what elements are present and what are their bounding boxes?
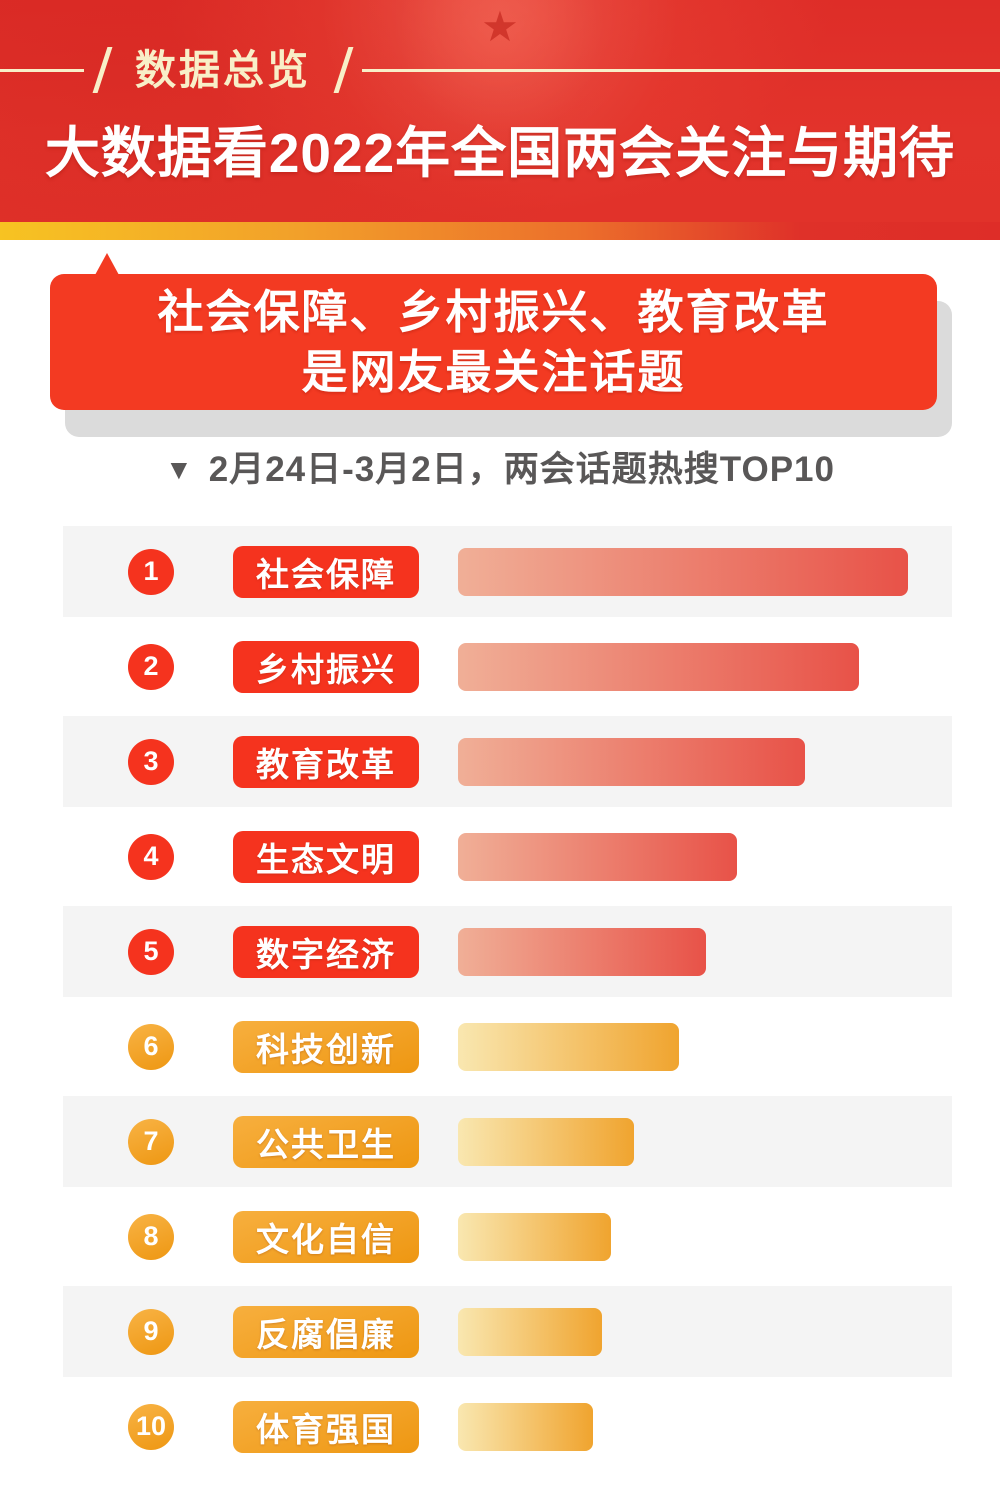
rank-badge: 9 <box>128 1308 174 1355</box>
list-item: 8 文化自信 <box>63 1191 952 1282</box>
rank-badge: 6 <box>128 1023 174 1070</box>
heat-bar <box>458 737 805 786</box>
list-item: 2 乡村振兴 <box>63 621 952 712</box>
highlight-card-line1: 社会保障、乡村振兴、教育改革 <box>157 286 830 338</box>
rank-badge: 5 <box>128 928 174 975</box>
heat-bar <box>458 1402 593 1451</box>
slash-mark-right-icon <box>333 47 354 93</box>
list-item: 3 教育改革 <box>63 716 952 807</box>
rank-badge: 10 <box>128 1403 174 1450</box>
star-icon: ★ <box>481 3 519 50</box>
heat-bar <box>458 547 908 596</box>
topic-label: 数字经济 <box>233 925 419 978</box>
section-label: 数据总览 <box>135 46 311 93</box>
list-item: 4 生态文明 <box>63 811 952 902</box>
list-item: 9 反腐倡廉 <box>63 1286 952 1377</box>
divider-line-left <box>0 68 84 72</box>
rank-badge: 2 <box>128 643 174 690</box>
heat-bar <box>458 642 859 691</box>
triangle-marker-icon: ▼ <box>165 454 193 485</box>
header-banner: ★ 数据总览 大数据看2022年全国两会关注与期待 <box>0 0 1000 222</box>
chart-subtitle: ▼ 2月24日-3月2日，两会话题热搜TOP10 <box>0 448 1000 492</box>
topic-label: 生态文明 <box>233 830 419 883</box>
highlight-card-line2: 是网友最关注话题 <box>301 346 686 398</box>
section-label-row: 数据总览 <box>0 46 1000 94</box>
rank-badge: 8 <box>128 1213 174 1260</box>
heat-bar <box>458 1117 634 1166</box>
heat-bar <box>458 832 737 881</box>
rank-badge: 7 <box>128 1118 174 1165</box>
highlight-card: 社会保障、乡村振兴、教育改革 是网友最关注话题 <box>50 253 937 410</box>
rank-badge: 1 <box>128 548 174 595</box>
rank-badge: 3 <box>128 738 174 785</box>
topic-label: 文化自信 <box>233 1210 419 1263</box>
list-item: 1 社会保障 <box>63 526 952 617</box>
list-item: 10 体育强国 <box>63 1381 952 1472</box>
topic-label: 公共卫生 <box>233 1115 419 1168</box>
topic-label: 科技创新 <box>233 1020 419 1073</box>
topic-label: 乡村振兴 <box>233 640 419 693</box>
list-item: 6 科技创新 <box>63 1001 952 1092</box>
list-item: 7 公共卫生 <box>63 1096 952 1187</box>
topic-label: 反腐倡廉 <box>233 1305 419 1358</box>
heat-bar <box>458 1212 611 1261</box>
page-title: 大数据看2022年全国两会关注与期待 <box>44 122 956 184</box>
topic-label: 体育强国 <box>233 1400 419 1453</box>
chart-subtitle-text: 2月24日-3月2日，两会话题热搜TOP10 <box>208 450 835 489</box>
slash-mark-left-icon <box>92 47 113 93</box>
heat-bar <box>458 927 706 976</box>
heat-bar <box>458 1022 679 1071</box>
rank-badge: 4 <box>128 833 174 880</box>
accent-gradient-band <box>0 222 1000 240</box>
divider-line-right <box>362 68 1000 72</box>
topic-label: 教育改革 <box>233 735 419 788</box>
list-item: 5 数字经济 <box>63 906 952 997</box>
heat-bar <box>458 1307 602 1356</box>
topic-label: 社会保障 <box>233 545 419 598</box>
topic-list: 1 社会保障 2 乡村振兴 3 教育改革 4 生态文明 5 数字经济 6 科技创… <box>63 526 952 1476</box>
